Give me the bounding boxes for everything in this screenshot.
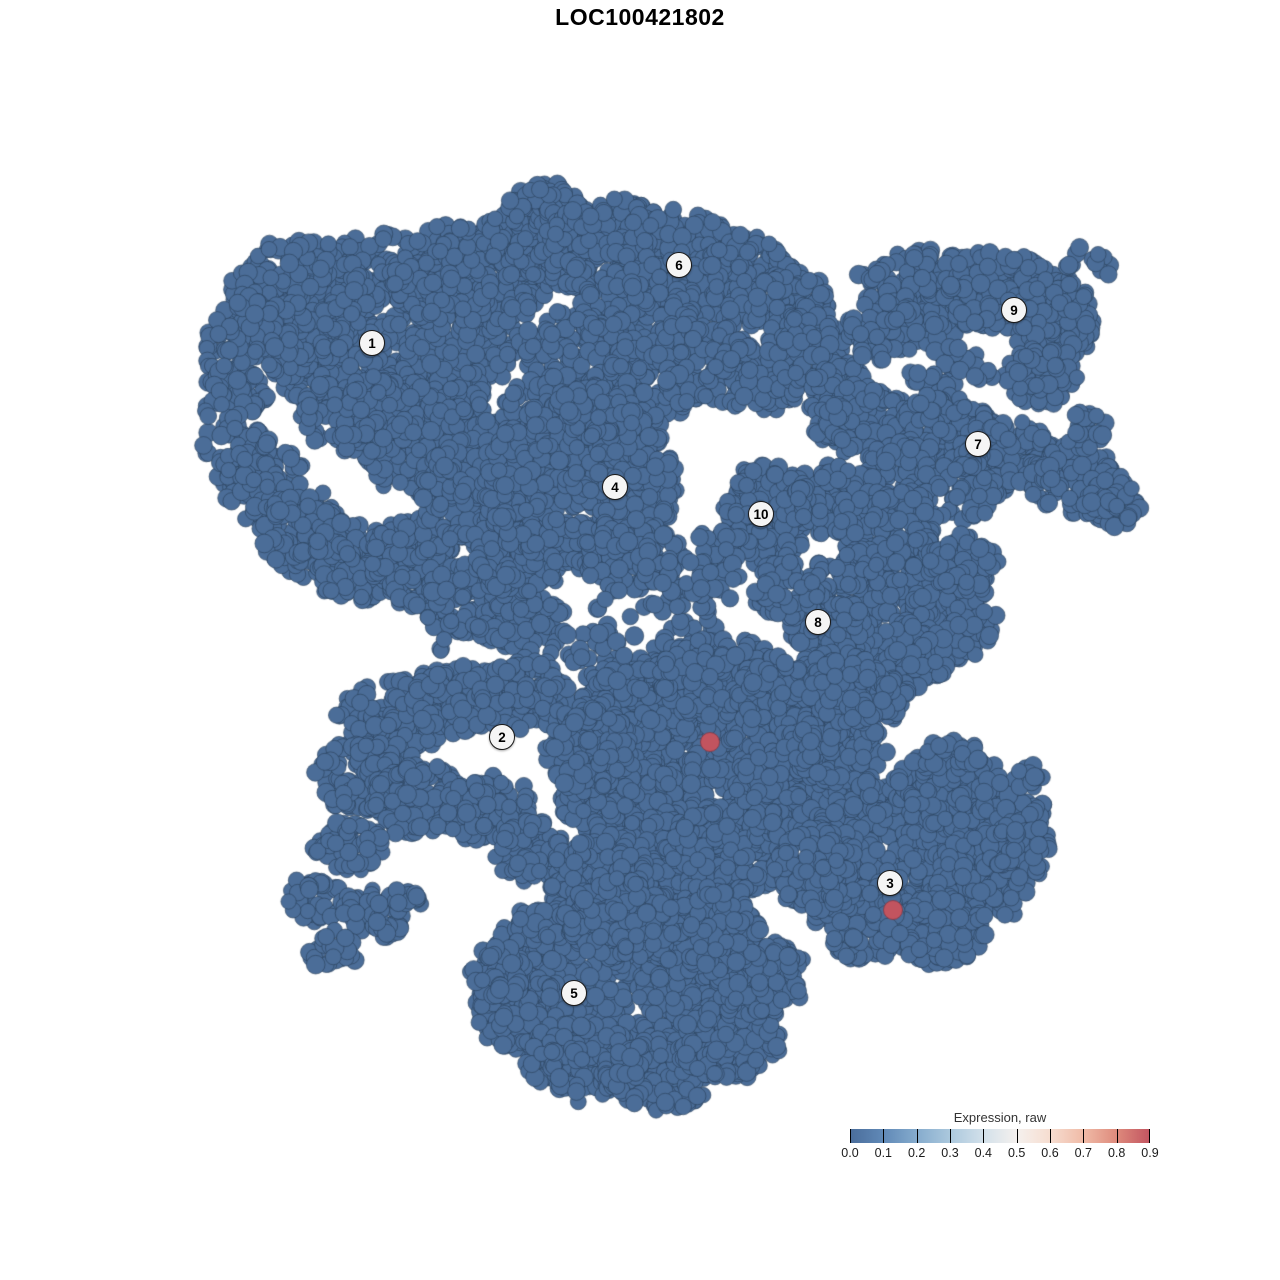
page-title: LOC100421802 [555, 4, 725, 30]
legend-tick-label: 0.2 [907, 1146, 926, 1160]
legend-tick [916, 1129, 918, 1143]
legend-tick [850, 1129, 851, 1143]
legend-tick [1116, 1129, 1118, 1143]
legend-title: Expression, raw [953, 1110, 1047, 1125]
legend-tick [1050, 1129, 1051, 1143]
legend-tick [883, 1129, 885, 1143]
legend-tick-label: 0.8 [1107, 1146, 1126, 1160]
legend-tick-label: 0.3 [941, 1146, 959, 1160]
legend-tick-label: 0.5 [1007, 1146, 1026, 1160]
legend-tick-label: 0.1 [874, 1146, 893, 1160]
legend-tick [983, 1129, 985, 1143]
legend-tick [950, 1129, 951, 1143]
legend-tick [1016, 1129, 1018, 1143]
legend-tick-label: 0.9 [1141, 1146, 1159, 1160]
legend-tick-label: 0.4 [974, 1146, 993, 1160]
legend-tick [1083, 1129, 1085, 1143]
legend-colorbar [850, 1129, 1150, 1143]
legend-tick-label: 0.7 [1074, 1146, 1093, 1160]
legend-tick-label: 0.0 [841, 1146, 859, 1160]
legend-tick-labels: 0.0 0.1 0.2 0.3 0.4 0.5 0.6 0.7 0.8 0.9 [841, 1146, 1158, 1162]
legend-tick-label: 0.6 [1041, 1146, 1059, 1160]
legend-tick [1149, 1129, 1150, 1143]
expression-legend: Expression, raw 0.0 0.1 0.2 0.3 0.4 0.5 0.6 0.7… [841, 1110, 1158, 1162]
